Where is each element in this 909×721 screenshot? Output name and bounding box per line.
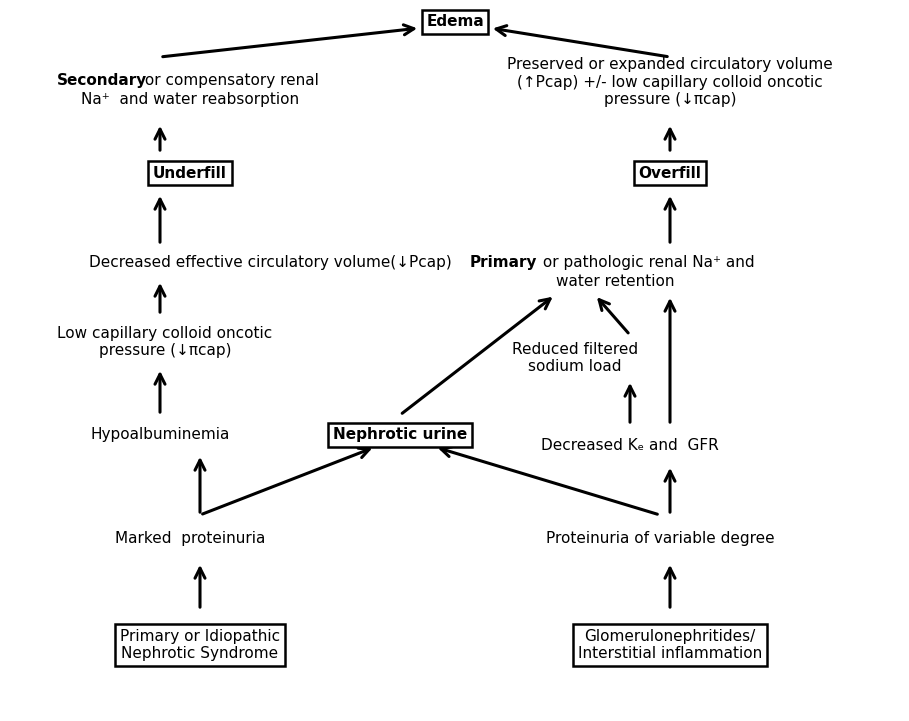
Text: Overfill: Overfill [638,166,702,180]
Text: Low capillary colloid oncotic
pressure (↓πcap): Low capillary colloid oncotic pressure (… [57,326,273,358]
Text: Primary: Primary [469,255,537,270]
Text: or pathologic renal Na⁺ and: or pathologic renal Na⁺ and [537,255,754,270]
Text: Proteinuria of variable degree: Proteinuria of variable degree [545,531,774,546]
Text: Decreased Kₑ and  GFR: Decreased Kₑ and GFR [541,438,719,453]
Text: Nephrotic urine: Nephrotic urine [333,428,467,443]
Text: Marked  proteinuria: Marked proteinuria [115,531,265,546]
Text: Secondary: Secondary [57,73,147,87]
Text: water retention: water retention [555,275,674,289]
Text: Edema: Edema [426,14,484,30]
Text: Decreased effective circulatory volume(↓Pcap): Decreased effective circulatory volume(↓… [88,255,452,270]
Text: Na⁺  and water reabsorption: Na⁺ and water reabsorption [81,92,299,107]
Text: Glomerulonephritides/
Interstitial inflammation: Glomerulonephritides/ Interstitial infla… [578,629,762,661]
Text: Preserved or expanded circulatory volume
(↑Pcap) +/- low capillary colloid oncot: Preserved or expanded circulatory volume… [507,57,833,107]
Text: Reduced filtered
sodium load: Reduced filtered sodium load [512,342,638,374]
Text: Hypoalbuminemia: Hypoalbuminemia [90,428,230,443]
Text: Underfill: Underfill [153,166,227,180]
Text: Primary or Idiopathic
Nephrotic Syndrome: Primary or Idiopathic Nephrotic Syndrome [120,629,280,661]
Text: or compensatory renal: or compensatory renal [140,73,319,87]
